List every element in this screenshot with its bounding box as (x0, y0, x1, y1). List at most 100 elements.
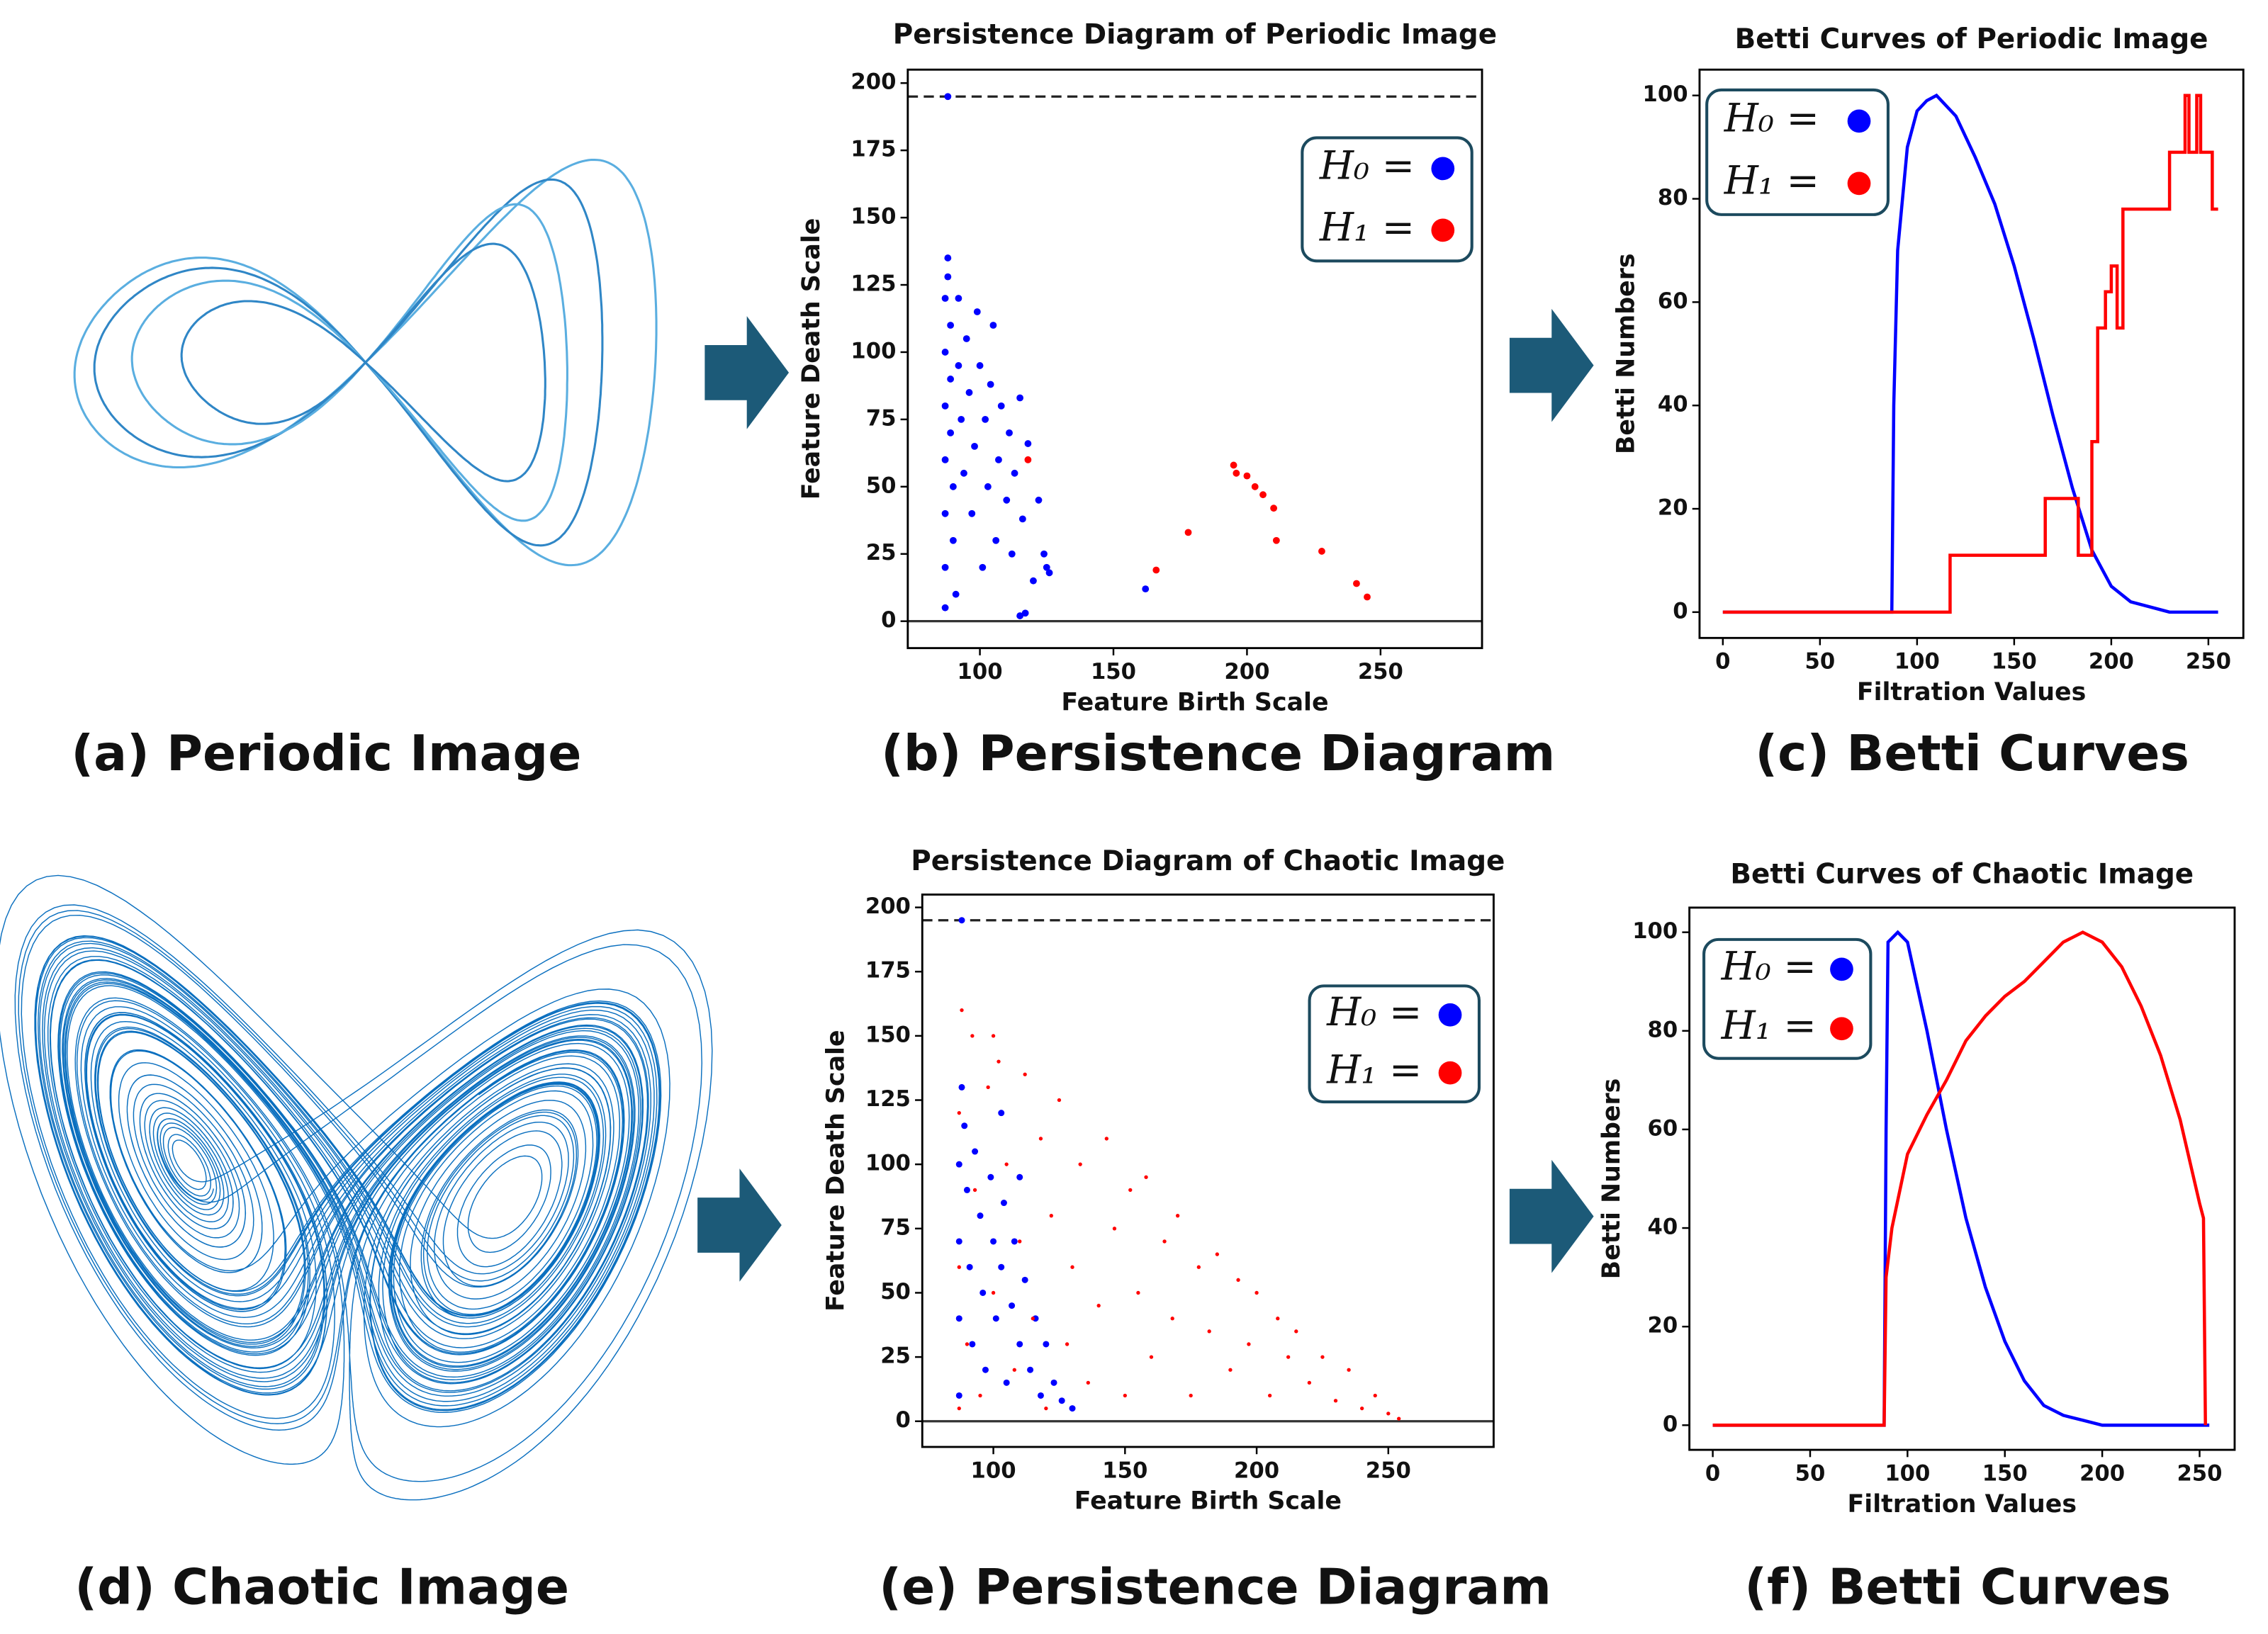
x-axis-label: Filtration Values (1857, 678, 2086, 706)
y-tick-label: 50 (880, 1280, 911, 1305)
legend: H₀ = H₁ = (1301, 136, 1473, 263)
scatter-point (1152, 566, 1160, 574)
scatter-point (1170, 1317, 1174, 1321)
scatter-point (998, 1263, 1005, 1270)
arrow (1509, 1159, 1594, 1273)
scatter-point (992, 1315, 999, 1322)
x-tick-label: 100 (1894, 650, 1940, 675)
scatter-point (1049, 1214, 1053, 1218)
scatter-point (1024, 456, 1032, 463)
scatter-point (960, 1008, 964, 1013)
scatter-point (986, 1085, 990, 1090)
caption: (a) Periodic Image (71, 725, 581, 782)
axes-frame (921, 894, 1495, 1448)
line-series (1722, 94, 2218, 614)
y-tick-label: 0 (1673, 599, 1688, 624)
scatter-point (1096, 1303, 1101, 1308)
scatter-point (1373, 1393, 1377, 1398)
scatter-point (1012, 1368, 1016, 1372)
scatter-point (1175, 1214, 1180, 1218)
scatter-point (991, 1034, 996, 1038)
scatter-point (1347, 1368, 1351, 1372)
legend-label: H₀ = (1724, 96, 1819, 141)
line-series (1722, 93, 2218, 614)
scatter-point (1016, 612, 1024, 619)
scatter-point (1000, 1200, 1007, 1207)
y-tick-label: 100 (1643, 82, 1688, 107)
legend-label: H₁ = (1721, 1003, 1817, 1049)
scatter-point (1386, 1412, 1391, 1416)
y-tick-label: 20 (1658, 496, 1688, 521)
y-tick-label: 125 (850, 272, 896, 297)
scatter-point (1003, 496, 1011, 504)
scatter-point (987, 381, 994, 388)
legend-marker (1830, 1017, 1853, 1041)
y-tick-label: 200 (865, 894, 911, 919)
scatter-point (1333, 1399, 1338, 1403)
scatter-point (1112, 1227, 1117, 1231)
axes-frame (1688, 906, 2236, 1451)
plot-area (922, 917, 1494, 1423)
scatter-point (1058, 1397, 1065, 1404)
scatter-point (963, 1186, 970, 1193)
legend-box (1705, 88, 1890, 216)
legend-label: H₀ = (1721, 944, 1817, 989)
y-tick-label: 100 (850, 339, 896, 364)
y-tick-label: 150 (850, 205, 896, 230)
scatter-point (995, 456, 1002, 463)
scatter-point (1259, 491, 1267, 499)
y-tick-label: 0 (896, 1408, 911, 1433)
scatter-point (1247, 1342, 1251, 1346)
y-tick-label: 25 (866, 541, 897, 565)
scatter-point (1021, 1276, 1028, 1283)
scatter-point (991, 1290, 996, 1295)
scatter-point (957, 1265, 961, 1269)
x-axis-label: Feature Birth Scale (1074, 1487, 1342, 1516)
scatter-point (1038, 1137, 1043, 1141)
scatter-point (958, 917, 965, 924)
y-axis-label: Feature Death Scale (822, 1030, 850, 1312)
legend-marker (1830, 957, 1853, 981)
scatter-point (955, 1161, 962, 1168)
scatter-point (1045, 569, 1053, 577)
scatter-point (947, 376, 955, 383)
scatter-point (990, 1238, 997, 1245)
y-tick-label: 75 (866, 406, 897, 431)
y-tick-label: 0 (881, 608, 896, 633)
legend-label: H₁ = (1319, 205, 1415, 250)
x-tick-label: 100 (1885, 1461, 1930, 1486)
scatter-point (1004, 1162, 1009, 1166)
x-tick-label: 0 (1705, 1461, 1720, 1486)
line-series (1712, 930, 2210, 1427)
legend-label: H₀ = (1319, 143, 1415, 188)
chaotic-attractor (0, 874, 713, 1501)
chart: Betti Curves of Chaotic Image Filtration … (1598, 858, 2236, 1519)
scatter-point (1294, 1329, 1298, 1334)
scatter-point (972, 1188, 977, 1193)
scatter-point (1320, 1355, 1325, 1359)
scatter-point (976, 362, 984, 369)
scatter-point (944, 93, 952, 101)
scatter-point (987, 1173, 994, 1181)
scatter-point (1104, 1137, 1108, 1141)
scatter-point (989, 322, 997, 329)
scatter-point (1270, 505, 1278, 512)
scatter-point (966, 1263, 973, 1270)
scatter-point (1021, 609, 1029, 617)
arrow (704, 316, 790, 429)
legend-box (1702, 937, 1873, 1060)
chart-title: Betti Curves of Periodic Image (1735, 23, 2208, 55)
x-tick-label: 150 (1091, 660, 1136, 684)
scatter-point (962, 335, 970, 342)
y-tick-label: 100 (865, 1151, 911, 1176)
scatter-point (1023, 1072, 1027, 1076)
scatter-point (947, 429, 955, 436)
scatter-point (1008, 550, 1016, 558)
scatter-point (1207, 1329, 1211, 1334)
scatter-point (1286, 1355, 1291, 1359)
y-tick-label: 60 (1658, 289, 1688, 314)
y-tick-label: 75 (880, 1215, 911, 1240)
